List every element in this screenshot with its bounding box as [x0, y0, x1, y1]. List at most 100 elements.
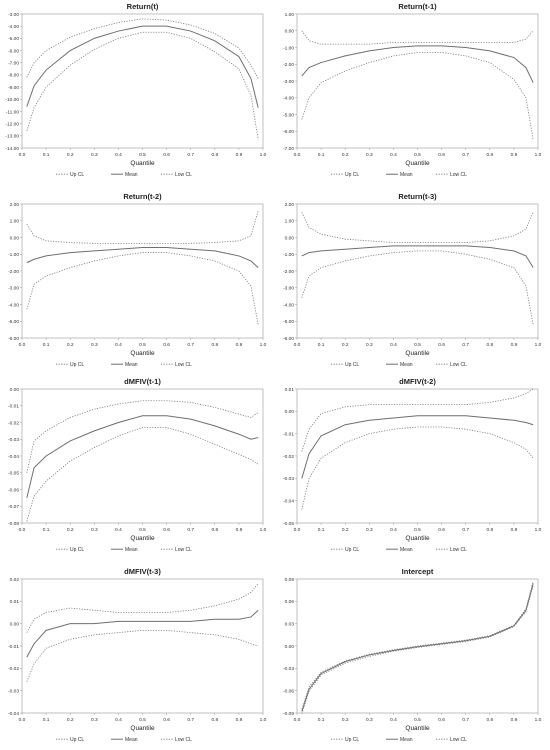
x-tick-label: 0.8	[486, 342, 493, 348]
legend-label: Low CL	[175, 172, 192, 178]
x-tick-label: 0.4	[115, 342, 122, 348]
y-tick-label: -5.00	[283, 112, 294, 118]
series-line-up-cl	[26, 400, 259, 473]
legend-label: Mean	[400, 362, 413, 368]
x-tick-label: 0.6	[438, 152, 445, 158]
x-tick-label: 0.5	[414, 527, 421, 533]
x-tick-label: 0.8	[486, 527, 493, 533]
x-tick-label: 0.6	[163, 342, 170, 348]
x-axis-label: Quantile	[405, 535, 430, 542]
series-line-mean	[26, 415, 259, 498]
series-line-mean	[301, 245, 534, 268]
x-tick-label: 0.2	[342, 717, 349, 723]
x-tick-label: 0.7	[462, 527, 469, 533]
x-tick-label: 0.4	[390, 527, 397, 533]
x-tick-label: 0.7	[462, 342, 469, 348]
chart-title: Intercept	[402, 567, 434, 576]
y-tick-label: -3.00	[8, 12, 19, 18]
y-tick-label: -0.05	[283, 521, 294, 527]
x-tick-label: 0.5	[139, 342, 146, 348]
x-axis-label: Quantile	[130, 160, 155, 167]
y-tick-label: -0.07	[8, 504, 19, 510]
y-tick-label: 0.03	[285, 621, 295, 627]
legend-label: Low CL	[175, 547, 192, 553]
x-tick-label: 0.6	[438, 527, 445, 533]
y-tick-label: 0.09	[285, 577, 295, 583]
series-line-up-cl	[26, 18, 259, 79]
x-tick-label: 0.5	[139, 717, 146, 723]
x-tick-label: 0.0	[19, 342, 26, 348]
x-tick-label: 0.6	[163, 717, 170, 723]
chart-title: Return(t-3)	[398, 192, 437, 201]
y-tick-label: 0.02	[10, 577, 20, 583]
x-tick-label: 0.7	[187, 152, 194, 158]
y-tick-label: -0.06	[8, 487, 19, 493]
x-tick-label: 0.2	[67, 527, 74, 533]
legend-label: Up CL	[70, 547, 84, 553]
legend-label: Low CL	[450, 737, 467, 743]
chart-title: Return(t-1)	[398, 2, 437, 11]
legend-label: Mean	[400, 172, 413, 178]
legend-label: Up CL	[70, 362, 84, 368]
x-tick-label: 0.2	[67, 717, 74, 723]
y-tick-label: -11.00	[6, 109, 20, 115]
chart-panel-5: dMFIV(t-1) 0.00 -0.01 -0.02 -0.03 -0.04 -0.05 -…	[8, 377, 267, 553]
y-tick-label: 0.01	[285, 387, 295, 393]
x-tick-label: 0.0	[19, 152, 26, 158]
y-tick-label: -0.04	[8, 711, 19, 717]
chart-title: Return(t-2)	[123, 192, 162, 201]
y-tick-label: -0.03	[8, 437, 19, 443]
y-tick-label: 0.00	[285, 235, 295, 241]
series-line-low-cl	[301, 250, 534, 325]
y-tick-label: -7.00	[8, 61, 19, 67]
x-axis-label: Quantile	[405, 160, 430, 167]
y-tick-label: 0.01	[10, 599, 20, 605]
legend-label: Mean	[125, 172, 138, 178]
x-tick-label: 0.1	[43, 527, 50, 533]
y-tick-label: -4.00	[283, 96, 294, 102]
chart-title: Return(t)	[127, 2, 159, 11]
x-tick-label: 0.9	[511, 527, 518, 533]
x-tick-label: 0.1	[318, 717, 325, 723]
legend-label: Up CL	[70, 172, 84, 178]
x-tick-label: 0.0	[294, 717, 301, 723]
x-tick-label: 0.4	[390, 717, 397, 723]
legend-label: Mean	[400, 737, 413, 743]
series-line-low-cl	[301, 52, 534, 140]
y-tick-label: -10.00	[5, 97, 19, 103]
legend-label: Low CL	[175, 362, 192, 368]
y-tick-label: -2.00	[283, 62, 294, 68]
x-tick-label: 0.1	[318, 527, 325, 533]
y-tick-label: 0.00	[10, 387, 20, 393]
y-tick-label: -0.04	[8, 454, 19, 460]
x-tick-label: 0.6	[163, 152, 170, 158]
series-line-up-cl	[301, 388, 534, 452]
y-tick-label: -4.00	[8, 24, 19, 30]
chart-panel-4: Return(t-3) 2.00 1.00 0.00 -1.00 -2.00 -3.00 -4…	[283, 192, 542, 368]
series-line-low-cl	[26, 629, 259, 682]
y-tick-label: -5.00	[8, 36, 19, 42]
legend-label: Mean	[125, 547, 138, 553]
x-tick-label: 0.1	[43, 717, 50, 723]
x-tick-label: 0.3	[366, 717, 373, 723]
x-tick-label: 0.7	[187, 527, 194, 533]
y-tick-label: -4.00	[8, 302, 19, 308]
x-tick-label: 1.0	[535, 342, 542, 348]
y-tick-label: 0.00	[10, 235, 20, 241]
chart-title: dMFIV(t-3)	[124, 567, 161, 576]
legend-label: Up CL	[345, 547, 359, 553]
y-tick-label: -5.00	[283, 319, 294, 325]
y-tick-label: -0.08	[8, 521, 19, 527]
y-tick-label: 2.00	[285, 202, 295, 208]
x-tick-label: 0.9	[236, 152, 243, 158]
y-tick-label: -0.09	[283, 711, 294, 717]
plot-area	[21, 203, 264, 339]
y-tick-label: 0.00	[285, 29, 295, 35]
y-tick-label: -3.00	[8, 286, 19, 292]
legend-label: Low CL	[450, 547, 467, 553]
y-tick-label: -6.00	[283, 336, 294, 342]
y-tick-label: -13.00	[5, 134, 19, 140]
y-tick-label: -6.00	[283, 129, 294, 135]
x-tick-label: 0.4	[390, 342, 397, 348]
series-line-up-cl	[301, 581, 534, 710]
